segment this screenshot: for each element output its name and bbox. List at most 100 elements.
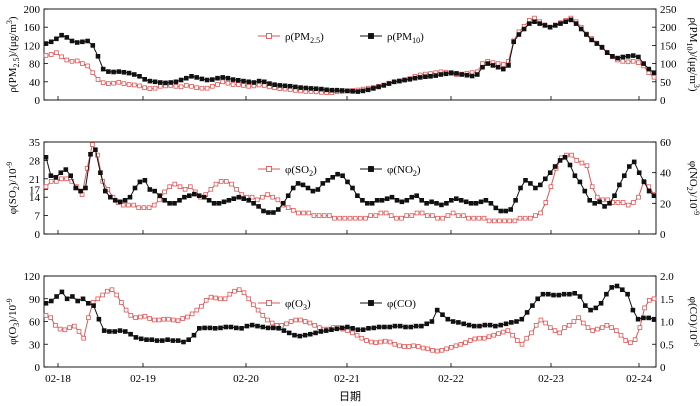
data-point [582, 188, 588, 194]
data-point [415, 344, 421, 349]
data-point [319, 86, 324, 92]
data-point [75, 298, 81, 304]
data-point [414, 193, 419, 199]
data-point [157, 80, 163, 85]
data-point [230, 82, 236, 87]
chart-panel-3: 0 30 60 90 120 0 0.5 1.0 1.5 2.0 φ(O3​)/10-9​ φ(CO)… [5, 271, 700, 374]
y-left-tick-label: 40 [29, 77, 41, 89]
y-left-tick-label: 200 [24, 4, 41, 16]
data-point [329, 327, 334, 332]
data-point [568, 17, 574, 23]
y-left-tick-label: 0 [35, 95, 41, 107]
data-point [334, 87, 340, 93]
data-point [511, 39, 516, 45]
data-point [523, 177, 528, 183]
data-point [170, 317, 176, 323]
data-point [448, 197, 454, 203]
data-point [625, 54, 631, 59]
data-point [43, 154, 49, 160]
data-point [430, 347, 435, 353]
data-point [222, 296, 228, 302]
data-point [199, 303, 204, 309]
data-point [345, 179, 350, 185]
data-point [597, 199, 602, 205]
data-point [384, 196, 390, 202]
data-point [578, 26, 584, 32]
data-point [620, 54, 626, 60]
data-point [620, 59, 626, 64]
data-point [625, 291, 630, 297]
data-point [402, 77, 407, 83]
legend-label: φ(O3​) [285, 298, 311, 312]
data-point [54, 36, 59, 42]
data-point [194, 85, 200, 91]
data-point [497, 218, 502, 224]
data-point [651, 316, 657, 322]
x-tick-label: 02-23 [538, 373, 564, 385]
data-point [223, 324, 229, 330]
data-point [516, 32, 522, 37]
data-point [100, 66, 106, 72]
data-point [506, 63, 511, 68]
data-point [641, 315, 646, 321]
data-point [116, 80, 122, 85]
data-point [86, 315, 91, 320]
data-point [378, 210, 384, 216]
data-point [152, 79, 158, 85]
data-point [373, 213, 379, 218]
data-point [321, 213, 327, 218]
data-point [538, 210, 543, 216]
data-point [305, 185, 311, 191]
data-point [69, 59, 75, 64]
data-point [85, 63, 90, 69]
data-point [486, 218, 492, 224]
data-point [397, 323, 403, 329]
data-point [392, 323, 398, 329]
data-point [579, 160, 585, 166]
data-point [64, 57, 70, 63]
data-point [519, 316, 525, 322]
data-point [290, 185, 296, 191]
data-point [592, 200, 597, 206]
data-point [232, 288, 237, 294]
data-point [204, 77, 210, 83]
data-point [172, 181, 178, 187]
data-point [521, 26, 527, 32]
data-point [131, 82, 137, 88]
data-point [360, 327, 366, 332]
data-point [540, 291, 546, 297]
data-point [212, 325, 218, 331]
legend-label: φ(NO2​) [387, 164, 421, 178]
data-point [127, 194, 133, 200]
data-point [182, 186, 188, 192]
data-point [434, 200, 439, 206]
data-point [149, 337, 155, 342]
data-point [181, 339, 186, 345]
data-point [152, 317, 157, 323]
data-point [352, 215, 358, 221]
data-point [189, 84, 194, 89]
data-point [173, 84, 179, 89]
data-point [152, 85, 158, 91]
data-point [157, 193, 163, 199]
data-point [235, 82, 241, 87]
data-point [249, 194, 255, 200]
data-point [276, 325, 281, 331]
data-point [142, 313, 148, 319]
data-point [100, 292, 105, 298]
data-point [288, 319, 294, 324]
data-point [337, 215, 342, 221]
data-point [64, 176, 69, 182]
data-point [444, 346, 449, 352]
data-point [43, 300, 49, 306]
data-point [440, 312, 445, 317]
data-point [424, 321, 429, 327]
data-point [477, 323, 482, 329]
data-point [406, 344, 412, 349]
data-point [213, 181, 219, 187]
data-point [126, 202, 131, 208]
legend-item-2: φ(CO) [360, 298, 416, 310]
data-point [80, 61, 85, 66]
data-point [583, 303, 588, 308]
data-point [614, 283, 620, 289]
